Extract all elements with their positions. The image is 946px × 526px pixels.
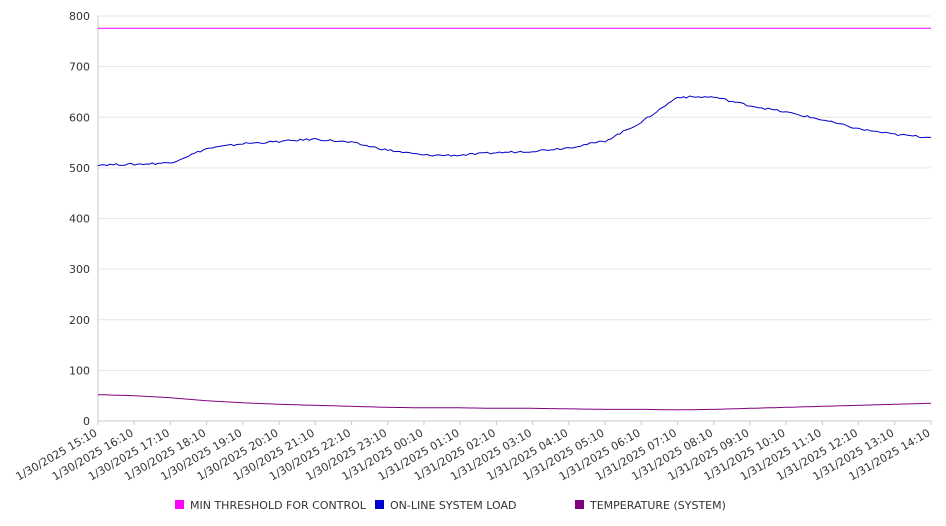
y-tick-label: 200 [69, 314, 90, 327]
y-tick-label: 0 [83, 415, 90, 428]
legend-swatch-1 [375, 500, 384, 509]
legend-swatch-0 [175, 500, 184, 509]
y-tick-label: 400 [69, 213, 90, 226]
y-tick-label: 300 [69, 263, 90, 276]
y-tick-label: 700 [69, 61, 90, 74]
series-line-1 [97, 95, 932, 167]
y-tick-label: 100 [69, 364, 90, 377]
y-tick-label: 800 [69, 10, 90, 23]
y-tick-labels: 0 100 200 300 400 500 600 700 800 [69, 10, 90, 428]
x-tick-labels: 1/30/2025 15:101/30/2025 16:101/30/2025 … [14, 426, 933, 483]
legend-label-1: ON-LINE SYSTEM LOAD [390, 499, 516, 512]
legend-swatch-2 [575, 500, 584, 509]
y-tick-label: 600 [69, 111, 90, 124]
y-tick-label: 500 [69, 162, 90, 175]
series-line-2 [97, 394, 932, 411]
grid-lines [98, 15, 931, 371]
legend-label-0: MIN THRESHOLD FOR CONTROL [190, 499, 367, 512]
axes [97, 16, 932, 425]
legend-label-2: TEMPERATURE (SYSTEM) [589, 499, 726, 512]
legend: MIN THRESHOLD FOR CONTROL ON-LINE SYSTEM … [175, 499, 726, 512]
series-lines [97, 27, 932, 411]
